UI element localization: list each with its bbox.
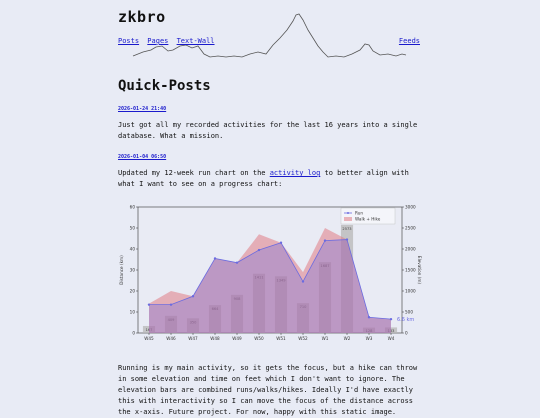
run-point — [235, 261, 239, 264]
post-date-link[interactable]: 2026-01-24 21:40 — [118, 106, 167, 112]
run-line — [149, 239, 392, 320]
legend-run-label: Run — [355, 211, 363, 216]
y-tick-label: 50 — [130, 226, 136, 231]
x-tick-label: W47 — [188, 336, 198, 341]
nav-pages-link[interactable]: Pages — [147, 37, 169, 45]
y2-tick-label: 1000 — [405, 289, 416, 294]
y-axis-title: Distance (km) — [119, 255, 124, 285]
bar-data-label: 2573 — [342, 227, 351, 231]
run-point — [191, 295, 195, 298]
x-tick-label: W49 — [232, 336, 242, 341]
x-tick-label: W46 — [166, 336, 176, 341]
x-tick-label: W2 — [344, 336, 351, 341]
elevation-ridge-graphic — [132, 13, 407, 58]
y2-tick-label: 2000 — [405, 247, 416, 252]
y-tick-label: 60 — [130, 205, 136, 210]
page-title: Quick-Posts — [118, 78, 211, 94]
x-tick-label: W4 — [388, 336, 395, 341]
x-tick-label: W48 — [210, 336, 220, 341]
run-point — [367, 316, 371, 319]
run-point — [301, 280, 305, 283]
run-point — [323, 239, 327, 242]
x-tick-label: W45 — [144, 336, 154, 341]
post-body-text: to better align with what I want to see … — [118, 169, 409, 188]
site-header: zkbro Posts Pages Text-Wall Feeds — [118, 8, 422, 63]
y2-tick-label: 0 — [405, 331, 408, 336]
walk-hike-area — [149, 228, 391, 333]
y-tick-label: 20 — [130, 289, 136, 294]
last-value-label: 6.6 km — [397, 317, 414, 323]
run-point — [147, 303, 151, 306]
main-nav: Posts Pages Text-Wall Feeds — [118, 37, 420, 45]
run-chart: 1674093506649081411134971016872573128133… — [118, 199, 422, 353]
y2-tick-label: 1500 — [405, 268, 416, 273]
y-tick-label: 30 — [130, 268, 136, 273]
x-tick-label: W50 — [254, 336, 264, 341]
site-title[interactable]: zkbro — [118, 8, 166, 26]
nav-feeds-link[interactable]: Feeds — [398, 37, 420, 45]
x-tick-label: W3 — [366, 336, 373, 341]
y2-axis-title: Elevation (m) — [417, 256, 422, 284]
y-tick-label: 0 — [132, 331, 135, 336]
run-point — [213, 257, 217, 260]
y2-tick-label: 3000 — [405, 205, 416, 210]
x-tick-label: W51 — [276, 336, 286, 341]
run-point — [389, 317, 393, 321]
y-tick-label: 40 — [130, 247, 136, 252]
x-tick-label: W1 — [322, 336, 329, 341]
activity-log-link[interactable]: activity log — [269, 169, 321, 177]
legend-box — [340, 207, 396, 225]
legend-run-marker — [347, 212, 349, 214]
main-content: Quick-Posts 2026-01-24 21:40 Just got al… — [118, 78, 422, 418]
y-tick-label: 10 — [130, 310, 136, 315]
y2-tick-label: 2500 — [405, 226, 416, 231]
nav-posts-link[interactable]: Posts — [118, 37, 140, 45]
post-body-text: Updated my 12-week run chart on the — [118, 169, 270, 177]
post-body: Running is my main activity, so it gets … — [118, 364, 418, 416]
legend-walk-label: Walk + Hike — [355, 217, 381, 222]
post-body: Updated my 12-week run chart on the acti… — [118, 168, 422, 190]
run-point — [169, 303, 173, 306]
nav-text-wall-link[interactable]: Text-Wall — [176, 37, 215, 45]
run-chart-svg: 1674093506649081411134971016872573128133… — [119, 205, 422, 342]
run-point — [257, 248, 261, 252]
x-tick-label: W52 — [298, 336, 308, 341]
post-date-link[interactable]: 2026-01-04 06:50 — [118, 154, 167, 160]
run-area — [149, 239, 391, 333]
run-point — [345, 238, 349, 241]
legend-walk-swatch — [344, 217, 352, 221]
y2-tick-label: 500 — [405, 310, 413, 315]
post-body: Just got all my recorded activities for … — [118, 121, 418, 140]
run-point — [279, 241, 283, 244]
